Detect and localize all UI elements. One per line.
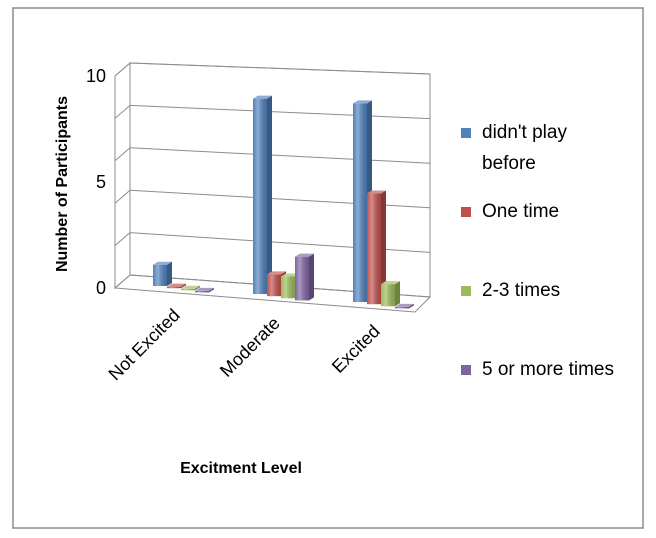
gridline-side xyxy=(114,232,131,246)
bar xyxy=(367,190,386,305)
legend: didn't play before One time 2-3 times 5 or m… xyxy=(461,122,614,380)
bar-top xyxy=(153,261,172,265)
bar-top xyxy=(295,253,314,257)
bar xyxy=(195,287,214,293)
bar-highlight xyxy=(353,103,367,303)
bar xyxy=(181,285,200,291)
bar xyxy=(167,283,186,289)
y-tick-label: 0 xyxy=(96,278,106,298)
legend-label: 2-3 times xyxy=(482,280,560,301)
bar-top xyxy=(267,271,286,275)
gridline xyxy=(129,104,431,120)
bar-highlight xyxy=(253,98,267,295)
legend-swatch xyxy=(461,207,471,217)
bar-side xyxy=(195,285,200,291)
bar-highlight xyxy=(195,290,209,293)
legend-label: 5 or more times xyxy=(482,359,614,380)
bar-highlight xyxy=(181,288,195,291)
legend-swatch xyxy=(461,365,471,375)
y-axis-label: Number of Participants xyxy=(54,96,71,272)
bar-top xyxy=(253,95,272,99)
legend-swatch xyxy=(461,286,471,296)
gridline-side xyxy=(114,189,131,204)
bar-top xyxy=(395,303,414,307)
bar xyxy=(153,261,172,287)
bar-top xyxy=(181,285,200,289)
bars xyxy=(153,95,414,309)
bar-top xyxy=(367,190,386,194)
y-tick-label: 5 xyxy=(96,172,106,192)
bar-highlight xyxy=(381,284,395,307)
legend-item: didn't play before xyxy=(461,122,567,174)
gridline-side xyxy=(114,105,131,119)
gridline-side xyxy=(114,274,131,289)
y-axis: 0 5 10 xyxy=(86,66,106,298)
legend-item: 5 or more times xyxy=(461,359,614,380)
bar xyxy=(353,100,372,303)
x-axis-label: Excitment Level xyxy=(180,460,302,477)
y-tick-label: 10 xyxy=(86,66,106,86)
gridline xyxy=(129,62,431,75)
bar-highlight xyxy=(267,274,281,297)
bar-highlight xyxy=(367,193,381,305)
bar-highlight xyxy=(153,264,167,287)
bar-side xyxy=(395,281,400,307)
bar-top xyxy=(353,100,372,104)
bar-top xyxy=(167,283,186,287)
legend-label: One time xyxy=(482,201,559,222)
gridline-side xyxy=(114,62,131,77)
side-wall xyxy=(114,61,131,290)
bar xyxy=(253,95,272,295)
bar-side xyxy=(181,283,186,289)
bar-side xyxy=(309,253,314,301)
bar xyxy=(295,253,314,301)
legend-label: didn't play before xyxy=(482,122,567,174)
bar-top xyxy=(195,287,214,291)
legend-item: 2-3 times xyxy=(461,280,560,301)
legend-item: One time xyxy=(461,201,559,222)
bar-side xyxy=(209,287,214,293)
gridline-side xyxy=(114,147,131,162)
bar-side xyxy=(409,303,414,309)
bar-highlight xyxy=(167,286,181,289)
bar-side xyxy=(167,261,172,287)
bar-highlight xyxy=(281,276,295,299)
bar-side xyxy=(267,95,272,295)
bar-highlight xyxy=(295,256,309,301)
bar-side xyxy=(381,190,386,305)
bar xyxy=(395,303,414,309)
bar xyxy=(381,281,400,307)
legend-label-line: didn't play xyxy=(482,122,567,143)
legend-swatch xyxy=(461,128,471,138)
bar-highlight xyxy=(395,306,409,309)
bar-top xyxy=(381,281,400,285)
gridline xyxy=(129,147,431,164)
legend-label-line: before xyxy=(482,153,536,174)
